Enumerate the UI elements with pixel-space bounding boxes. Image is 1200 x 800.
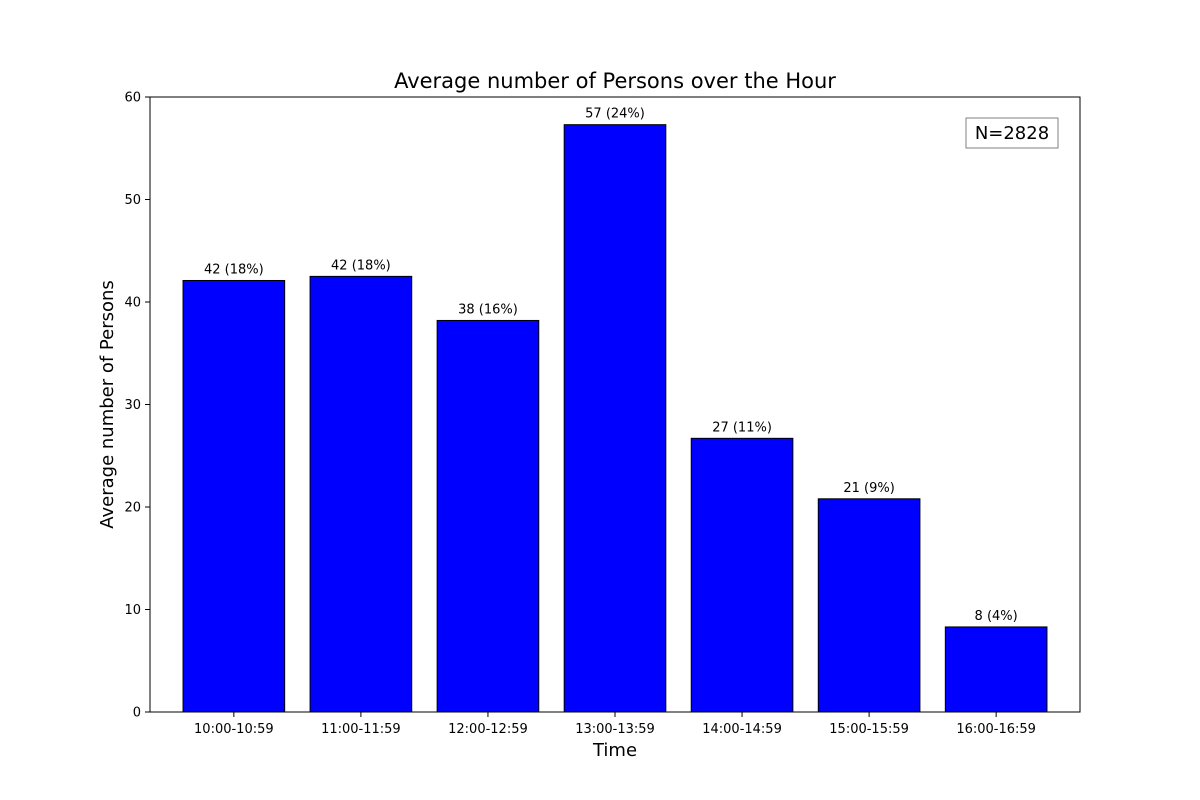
y-tick-label: 20 [124,501,141,516]
data-label: 42 (18%) [331,258,391,273]
bar [436,319,540,713]
y-tick-label: 40 [124,296,141,311]
x-tick-label: 11:00-11:59 [321,722,401,737]
annotation-text: N=2828 [975,123,1049,144]
bar [817,498,921,713]
data-label: 27 (11%) [712,420,772,435]
data-label: 57 (24%) [585,107,645,122]
x-tick-label: 14:00-14:59 [702,722,782,737]
plot-frame [149,96,1081,713]
data-label: 8 (4%) [975,609,1018,624]
x-tick-label: 15:00-15:59 [829,722,909,737]
y-tick-label: 0 [133,706,141,721]
data-label: 21 (9%) [843,481,894,496]
chart-title: Average number of Persons over the Hour [394,69,836,93]
bar [309,275,413,713]
y-tick-label: 60 [124,91,141,106]
x-tick-label: 10:00-10:59 [194,722,274,737]
x-axis-label: Time [592,740,637,761]
bar [944,626,1048,713]
annotation-box: N=2828 [965,117,1059,149]
y-tick-label: 30 [124,398,141,413]
x-tick-label: 12:00-12:59 [448,722,528,737]
y-tick-label: 10 [124,603,141,618]
bar [563,124,667,713]
x-tick-label: 13:00-13:59 [575,722,655,737]
bar [182,279,286,713]
y-tick-label: 50 [124,193,141,208]
data-label: 38 (16%) [458,302,518,317]
x-tick-label: 16:00-16:59 [956,722,1036,737]
y-axis-label: Average number of Persons [97,280,118,529]
annotation-box-frame [965,117,1059,149]
bar [690,437,794,713]
data-label: 42 (18%) [204,262,264,277]
plot-area: 0 10 20 30 40 50 60 42 (18%) 10:00-10:59 42 (18%)… [124,91,1048,737]
